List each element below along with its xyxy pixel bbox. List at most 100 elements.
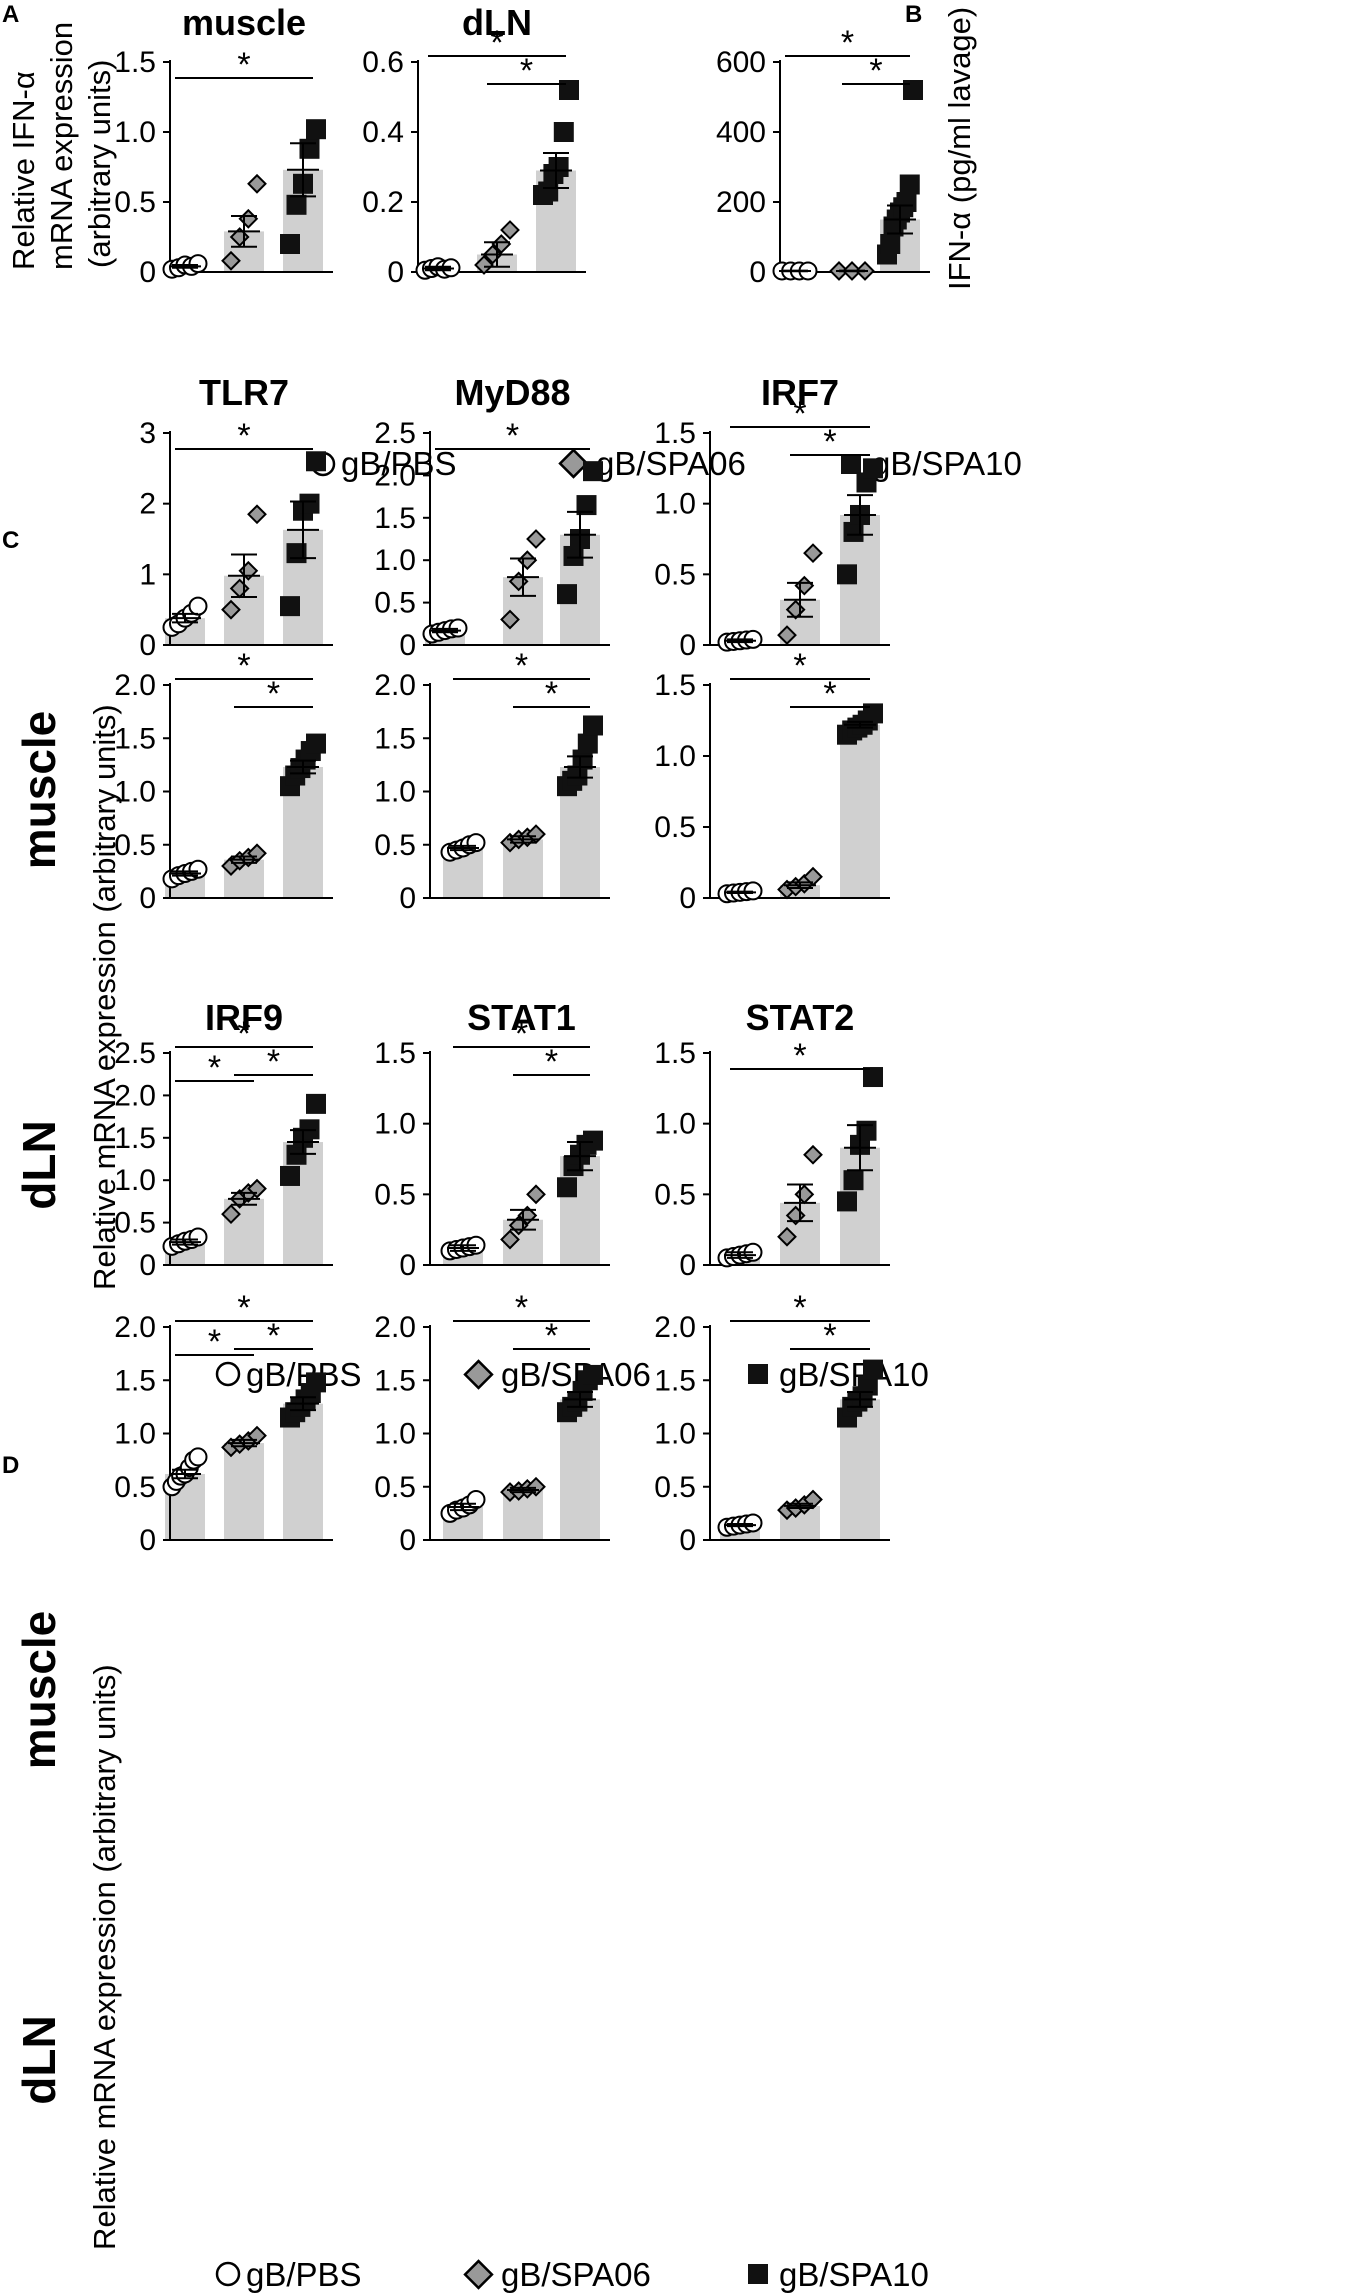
significance-star: *	[506, 417, 519, 455]
significance-star: *	[793, 395, 806, 433]
y-tick-label: 0	[679, 1524, 696, 1557]
legend-panel-a: gB/PBS gB/SPA06 gB/SPA10	[310, 445, 1022, 482]
y-axis-label-d: Relative mRNA expression (arbitrary unit…	[87, 1664, 122, 2250]
data-point	[526, 1476, 546, 1497]
data-point	[563, 545, 584, 566]
significance-star: *	[545, 1317, 558, 1355]
data-point	[466, 833, 486, 853]
data-point	[526, 1184, 546, 1205]
y-tick-label: 2.0	[114, 1311, 156, 1344]
significance-star: *	[823, 423, 836, 461]
significance-star: *	[237, 417, 250, 455]
y-tick-label: 1.5	[374, 722, 416, 755]
legend-pbs-label: gB/PBS	[341, 445, 457, 482]
significance-star: *	[545, 1043, 558, 1081]
plot-title: IRF9	[205, 997, 283, 1038]
y-tick-label: 0.5	[374, 829, 416, 862]
data-point	[583, 1130, 603, 1151]
y-tick-label: 1.5	[114, 722, 156, 755]
data-point	[557, 1177, 577, 1198]
y-tick-label: 1.0	[654, 1108, 696, 1141]
chart-d_irf9_dln: 0 0.5 1.0 1.5 2.0 * * *	[114, 1289, 333, 1557]
y-tick-label: 1.5	[374, 1037, 416, 1070]
data-point	[583, 1364, 603, 1385]
data-point	[306, 1372, 326, 1393]
y-tick-label: 1	[139, 558, 156, 591]
data-point	[500, 220, 520, 240]
legend-pbs-marker	[215, 1361, 241, 1387]
bar	[224, 1443, 264, 1540]
y-tick-label: 1.0	[114, 1164, 156, 1197]
y-tick-label: 1.5	[654, 417, 696, 450]
legend-spa10-marker	[748, 1364, 768, 1384]
data-point	[794, 1184, 815, 1205]
y-tick-label: 2.0	[114, 669, 156, 702]
data-point	[306, 1093, 326, 1114]
y-tick-label: 0.4	[362, 116, 404, 149]
chart-d_irf9_muscle: 00.51.01.52.02.5** *IRF9	[114, 997, 333, 1282]
significance-star: *	[237, 46, 250, 84]
chart-b: 0 200 400 600 * *	[716, 24, 930, 289]
plot-title: IRF7	[761, 372, 839, 413]
y-tick-label: 0.5	[374, 1471, 416, 1504]
significance-star: *	[520, 52, 533, 90]
data-point	[247, 843, 267, 864]
legend-spa10-marker	[841, 454, 861, 474]
panel-label-b: B	[905, 1, 922, 28]
legend-pbs-marker	[215, 2261, 241, 2287]
data-point	[238, 208, 259, 229]
y-tick-label: 0	[139, 1249, 156, 1282]
data-point	[553, 122, 574, 142]
significance-star: *	[208, 1049, 221, 1087]
y-axis-label-c: Relative mRNA expression (arbitrary unit…	[87, 704, 122, 1290]
significance-star: *	[267, 1043, 280, 1081]
chart-c_irf7_muscle: 00.51.01.5**IRF7	[654, 372, 890, 662]
plots: 00.51.01.5 *muscle00.20.40.6**dLN02004006…	[114, 2, 930, 1557]
chart-c_myd88_muscle: 0 0.5 1.0 1.5 2.0 2.5 * MyD88	[374, 372, 610, 662]
chart-d_stat1_dln: 0 0.5 1.0 1.5 2.0 * *	[374, 1289, 610, 1557]
y-tick-label: 1.5	[114, 1122, 156, 1155]
significance-star: *	[793, 647, 806, 685]
y-tick-label: 1.5	[654, 669, 696, 702]
data-point	[188, 596, 208, 616]
y-tick-label: 1.5	[654, 1364, 696, 1397]
y-tick-label: 2.0	[374, 459, 416, 492]
data-point	[188, 254, 208, 274]
data-point	[837, 1191, 857, 1212]
data-point	[863, 458, 883, 479]
legend-spa06-label: gB/SPA06	[596, 445, 746, 482]
data-point	[500, 609, 520, 630]
y-tick-label: 1.0	[654, 740, 696, 773]
significance-star: *	[823, 675, 836, 713]
chart-a_dln: 00.20.40.6**dLN	[362, 2, 586, 289]
significance-star: *	[841, 24, 854, 62]
plot-title: muscle	[182, 2, 306, 43]
y-tick-label: 0.6	[362, 46, 404, 79]
data-point	[280, 234, 300, 254]
panel-label-a: A	[2, 1, 19, 28]
chart-c_myd88_dln: 0 0.5 1.0 1.5 2.0 * *	[374, 647, 610, 915]
y-tick-label: 1.0	[114, 1418, 156, 1451]
significance-star: *	[515, 1289, 528, 1327]
data-point	[557, 584, 577, 605]
y-tick-label: 2.0	[654, 1311, 696, 1344]
legend-spa10-marker	[748, 2264, 768, 2284]
legend-spa06-marker	[463, 1359, 494, 1390]
data-point	[299, 493, 320, 514]
data-point	[863, 1359, 883, 1380]
plot-title: TLR7	[199, 372, 289, 413]
data-point	[899, 174, 920, 195]
y-tick-label: 0.5	[114, 186, 156, 219]
row-label-d-dln: dLN	[13, 2015, 65, 2104]
y-tick-label: 1.0	[374, 776, 416, 809]
data-point	[863, 703, 883, 724]
chart-d_stat1_muscle: 00.51.01.5**STAT1	[374, 997, 610, 1282]
significance-star: *	[237, 647, 250, 685]
data-point	[837, 564, 857, 585]
data-point	[517, 550, 538, 571]
row-label-d-muscle: muscle	[13, 1611, 65, 1770]
y-tick-label: 0.5	[114, 1471, 156, 1504]
y-tick-label: 2	[139, 488, 156, 521]
y-tick-label: 0	[679, 882, 696, 915]
y-tick-label: 0	[679, 1249, 696, 1282]
